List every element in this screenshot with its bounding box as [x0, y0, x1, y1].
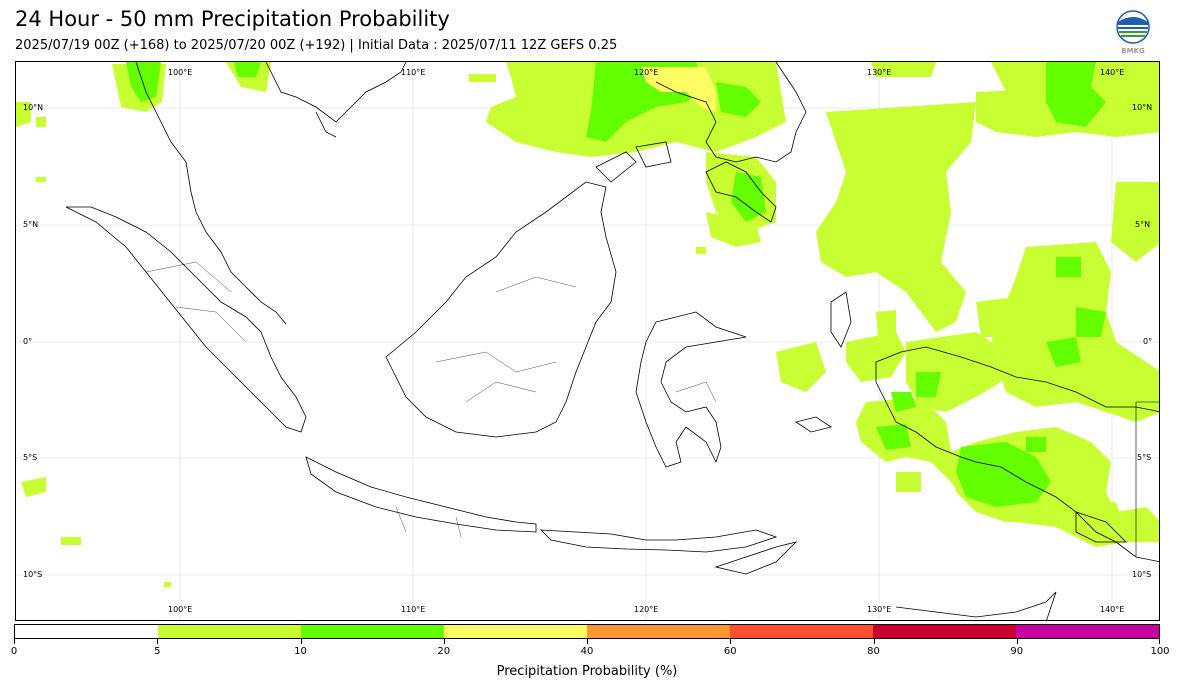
- bmkg-logo: BMKG: [1114, 10, 1152, 56]
- colorbar-tick-label: 0: [10, 646, 18, 657]
- colorbar-tick-label: 10: [294, 646, 307, 657]
- colorbar-segment: [873, 625, 1016, 638]
- lat-tick-left: 10°S: [23, 570, 43, 579]
- lat-tick-left: 0°: [23, 337, 33, 346]
- colorbar-tick-label: 60: [723, 646, 737, 657]
- lon-tick-bottom: 110°E: [401, 605, 426, 614]
- colorbar-segment: [1016, 625, 1159, 638]
- lat-tick-right: 10°N: [1132, 103, 1153, 112]
- prob-20-40-areas: [641, 67, 716, 112]
- lon-tick-bottom: 130°E: [867, 605, 892, 614]
- colorbar-title: Precipitation Probability (%): [496, 664, 678, 679]
- lon-tick-top: 130°E: [867, 68, 892, 77]
- lat-tick-right: 5°S: [1137, 453, 1152, 462]
- colorbar-tick-label: 80: [867, 646, 880, 657]
- map-area: 100°E 110°E 120°E 130°E 140°E 100°E 110°…: [15, 61, 1160, 621]
- colorbar-tick-label: 90: [1010, 646, 1024, 657]
- colorbar-tick: [443, 639, 445, 644]
- colorbar-tick: [1159, 639, 1160, 644]
- lat-tick-left: 5°N: [23, 220, 39, 229]
- lon-tick-bottom: 140°E: [1100, 605, 1125, 614]
- map-canvas: [16, 62, 1159, 620]
- colorbar-tick-label: 100: [1150, 646, 1170, 657]
- lat-tick-left: 5°S: [23, 453, 38, 462]
- colorbar-tick: [730, 639, 732, 644]
- colorbar-tick: [873, 639, 875, 644]
- lat-tick-right: 0°: [1143, 337, 1153, 346]
- logo-text: BMKG: [1121, 47, 1145, 55]
- colorbar-tick: [157, 639, 159, 644]
- lon-tick-bottom: 120°E: [634, 605, 659, 614]
- colorbar-tick-label: 5: [154, 646, 161, 657]
- lon-tick-top: 100°E: [168, 68, 193, 77]
- lon-tick-top: 140°E: [1100, 68, 1125, 77]
- prob-10-20-areas: [126, 62, 1106, 507]
- lat-tick-right: 10°S: [1132, 570, 1152, 579]
- colorbar-segment: [587, 625, 730, 638]
- lon-tick-top: 110°E: [401, 68, 426, 77]
- colorbar-tick-label: 20: [437, 646, 451, 657]
- colorbar-tick: [587, 639, 588, 644]
- lat-tick-right: 5°N: [1135, 220, 1151, 229]
- colorbar-segment: [158, 625, 301, 638]
- colorbar-tick: [1016, 639, 1018, 644]
- colorbar-segment: [730, 625, 873, 638]
- colorbar-segment: [444, 625, 587, 638]
- colorbar-tick: [14, 639, 15, 644]
- lon-tick-bottom: 100°E: [168, 605, 193, 614]
- lon-tick-top: 120°E: [634, 68, 659, 77]
- colorbar-segment: [15, 625, 158, 638]
- colorbar-tick-label: 40: [580, 646, 594, 657]
- coastlines: [65, 62, 1159, 620]
- map-title: 24 Hour - 50 mm Precipitation Probabilit…: [15, 7, 450, 31]
- map-subtitle: 2025/07/19 00Z (+168) to 2025/07/20 00Z …: [15, 38, 618, 53]
- lat-tick-left: 10°N: [23, 103, 44, 112]
- colorbar-tick: [300, 639, 302, 644]
- colorbar-segment: [301, 625, 444, 638]
- admin-borders: [145, 261, 717, 538]
- colorbar: [14, 624, 1160, 639]
